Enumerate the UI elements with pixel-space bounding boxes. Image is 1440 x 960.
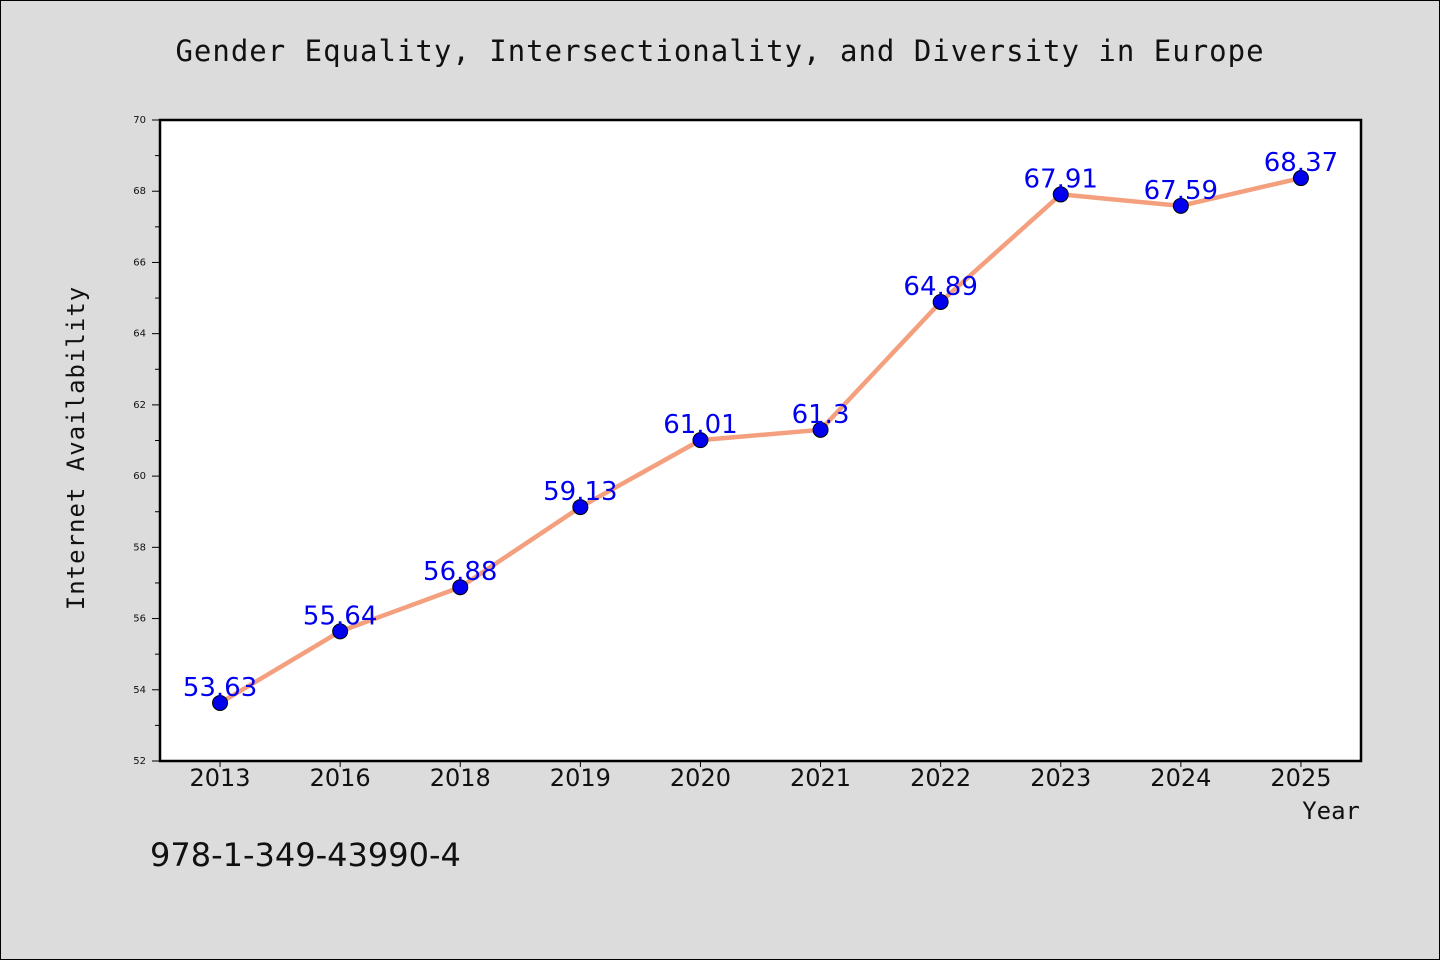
y-tick-label: 66 <box>133 257 146 268</box>
data-label: 67.91 <box>1024 164 1098 194</box>
data-label: 61.01 <box>663 410 737 440</box>
data-label: 56.88 <box>423 557 497 587</box>
data-point <box>332 623 349 640</box>
data-label: 68.37 <box>1264 148 1338 178</box>
y-tick-label: 54 <box>133 685 146 696</box>
data-label: 61.3 <box>792 400 850 430</box>
plot-border <box>158 118 1363 763</box>
y-tick-label: 56 <box>133 614 146 625</box>
data-point <box>1052 186 1069 203</box>
chart-title: Gender Equality, Intersectionality, and … <box>175 34 1265 68</box>
data-point <box>572 499 589 516</box>
y-tick-label: 58 <box>133 542 146 553</box>
data-label: 59.13 <box>543 477 617 507</box>
x-tick-label: 2016 <box>310 764 371 792</box>
data-point <box>692 432 709 449</box>
data-point <box>212 694 229 711</box>
y-tick-label: 68 <box>133 186 146 197</box>
x-tick-label: 2021 <box>790 764 851 792</box>
isbn-text: 978-1-349-43990-4 <box>150 836 461 874</box>
y-tick-label: 62 <box>133 400 146 411</box>
plot-area <box>160 120 1361 761</box>
x-tick-label: 2022 <box>910 764 971 792</box>
data-point <box>1292 170 1309 187</box>
data-point <box>812 421 829 438</box>
y-tick-label: 52 <box>133 756 146 767</box>
y-tick-label: 60 <box>133 471 146 482</box>
data-point <box>932 293 949 310</box>
x-axis-label: Year <box>1302 797 1360 825</box>
y-tick-label: 70 <box>133 115 146 126</box>
data-point <box>452 579 469 596</box>
y-tick-label: 64 <box>133 329 146 340</box>
data-label: 64.89 <box>903 272 977 302</box>
data-label: 53.63 <box>183 673 257 703</box>
x-tick-label: 2020 <box>670 764 731 792</box>
x-tick-label: 2023 <box>1030 764 1091 792</box>
x-tick-label: 2025 <box>1270 764 1331 792</box>
x-tick-label: 2013 <box>190 764 251 792</box>
x-tick-label: 2024 <box>1150 764 1211 792</box>
data-label: 67.59 <box>1144 176 1218 206</box>
x-tick-label: 2019 <box>550 764 611 792</box>
series-line <box>217 175 1304 706</box>
x-tick-label: 2018 <box>430 764 491 792</box>
data-label: 55.64 <box>303 601 377 631</box>
data-point <box>1172 197 1189 214</box>
